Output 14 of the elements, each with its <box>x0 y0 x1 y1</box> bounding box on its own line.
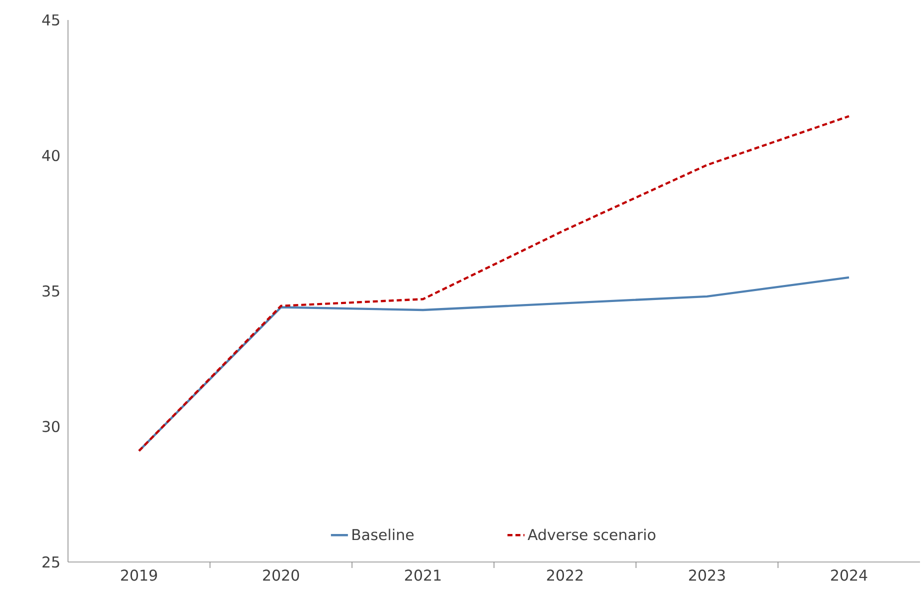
x-tick-label: 2024 <box>831 570 868 581</box>
legend-label: Adverse scenario <box>528 528 656 540</box>
line-series <box>138 115 850 452</box>
y-tick-label: 25 <box>42 556 60 568</box>
legend-label: Baseline <box>352 528 414 540</box>
y-tick-label: 35 <box>42 285 60 297</box>
x-tick-label: 2021 <box>405 570 441 581</box>
y-tick-label: 45 <box>42 14 60 26</box>
x-tick-label: 2022 <box>547 570 583 581</box>
x-tick-label: 2023 <box>689 570 725 581</box>
x-tick-label: 2020 <box>263 570 300 581</box>
x-tick-label: 2019 <box>121 570 157 581</box>
y-tick-label: 30 <box>42 420 60 432</box>
y-tick-label: 40 <box>42 150 60 162</box>
